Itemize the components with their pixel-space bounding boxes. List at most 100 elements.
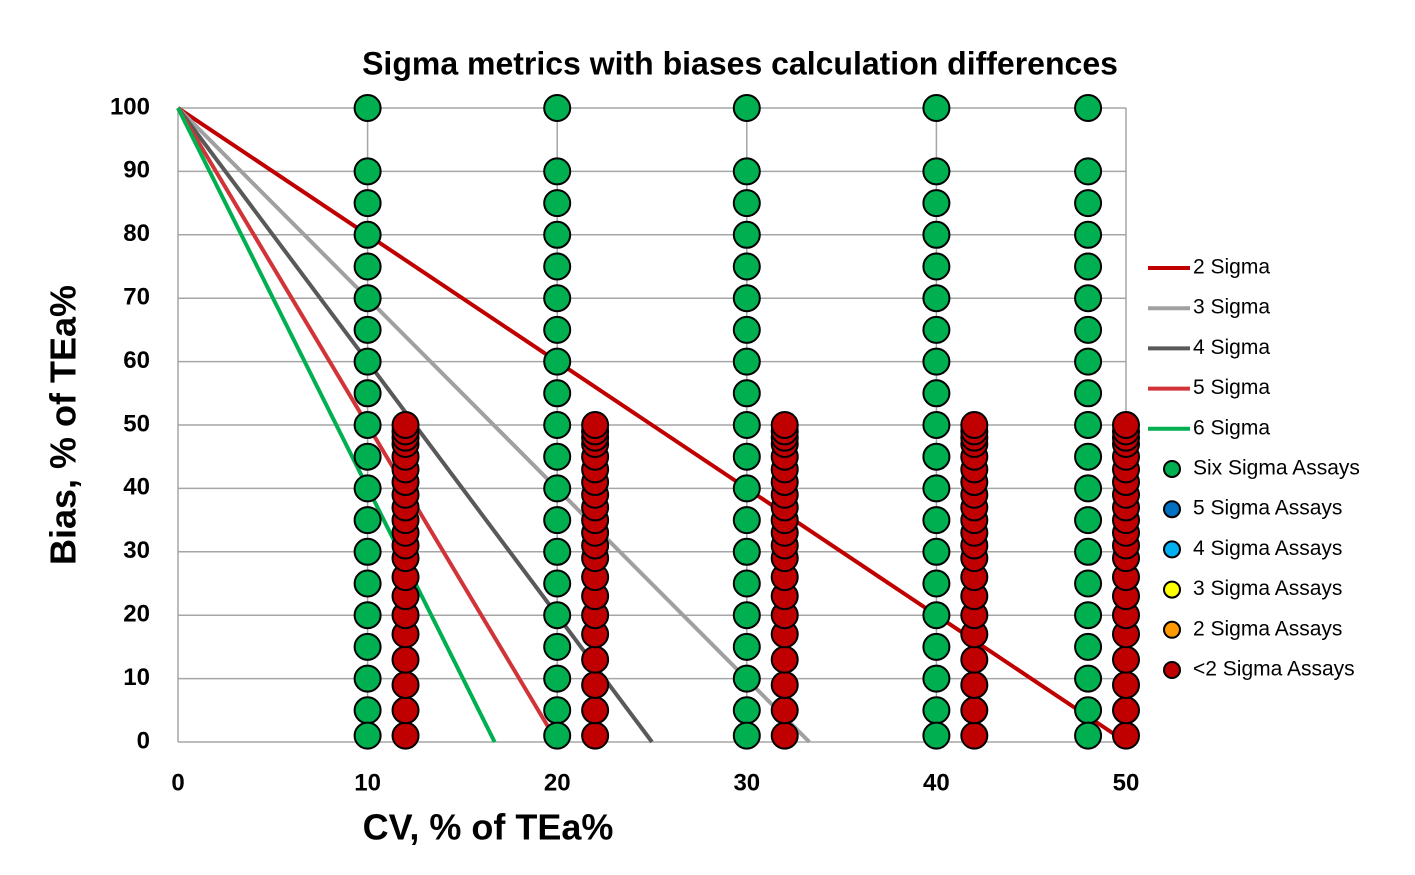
data-point [353,569,382,598]
data-point [732,569,761,598]
data-point [543,696,572,725]
data-point [732,94,761,122]
data-point [922,411,951,439]
data-point [1074,601,1103,630]
data-point [960,670,989,699]
data-point [353,664,382,693]
data-point [543,442,572,471]
data-point [1074,94,1103,122]
data-point [391,645,420,674]
legend-swatch [1163,540,1181,559]
data-point [732,537,761,566]
data-point [1074,569,1103,598]
y-tick-label: 20 [123,601,150,628]
data-point [922,157,951,186]
data-point [353,721,382,750]
x-tick-label: 30 [733,769,760,796]
data-point [391,721,420,750]
series-line [176,107,497,743]
data-point [353,411,382,439]
data-point [543,474,572,503]
data-point [1112,411,1140,439]
data-point [353,474,382,503]
data-point [353,601,382,630]
data-point [960,645,989,674]
legend-label: 4 Sigma Assays [1193,537,1342,560]
y-tick-label: 0 [137,727,150,754]
data-point [732,411,761,439]
data-point [1112,696,1140,725]
data-point [543,721,572,750]
legend-swatch [1163,661,1181,679]
data-point [353,537,382,566]
data-point [543,632,572,661]
y-tick-label: 80 [123,220,150,247]
data-point [732,379,761,408]
data-point [922,696,951,725]
x-tick-label: 20 [544,769,571,796]
data-point [922,220,951,249]
data-point [1074,696,1103,725]
data-point [770,670,799,699]
data-point [391,670,420,699]
y-tick-label: 70 [123,284,150,311]
data-point [922,94,951,122]
data-point [732,252,761,281]
data-point [1074,506,1103,535]
chart-title: Sigma metrics with biases calculation di… [362,45,1118,81]
legend-label: 3 Sigma Assays [1193,577,1342,600]
data-point [353,157,382,186]
data-point [391,411,420,439]
data-point [1074,189,1103,218]
data-point [1074,379,1103,408]
series-line [176,106,811,744]
data-point [353,252,382,281]
data-point [770,645,799,674]
data-point [732,220,761,249]
legend-label: <2 Sigma Assays [1193,658,1355,681]
data-point [732,632,761,661]
data-point [581,696,610,725]
data-point [960,696,989,725]
data-point [922,379,951,408]
data-point [922,569,951,598]
legend-swatch [1163,460,1181,478]
y-axis-title: Bias, % of TEa% [43,285,84,565]
data-point [543,664,572,693]
legend-swatch [1163,580,1181,599]
data-point [922,632,951,661]
data-point [353,284,382,313]
data-point [922,315,951,344]
data-point [1074,664,1103,693]
data-point [732,664,761,693]
data-point [922,506,951,535]
data-point [732,315,761,344]
data-point [353,315,382,344]
data-point [543,569,572,598]
data-point [353,696,382,725]
data-point [543,411,572,439]
x-tick-label: 40 [923,769,950,796]
legend-label: 2 Sigma [1193,256,1270,279]
legend-label: 4 Sigma [1193,336,1270,359]
legend-label: 5 Sigma [1193,376,1270,399]
data-point [732,601,761,630]
y-tick-label: 90 [123,157,150,184]
data-point [1112,721,1140,750]
data-point [922,347,951,376]
data-point [922,442,951,471]
data-point [353,347,382,376]
data-point [732,189,761,218]
data-point [543,94,572,122]
data-point [770,696,799,725]
data-point [543,537,572,566]
data-point [922,189,951,218]
data-point [353,94,382,122]
data-point [732,157,761,186]
y-tick-label: 40 [123,474,150,501]
data-point [770,411,799,439]
data-point [581,645,610,674]
data-point [770,721,799,750]
legend-swatch [1163,620,1181,639]
